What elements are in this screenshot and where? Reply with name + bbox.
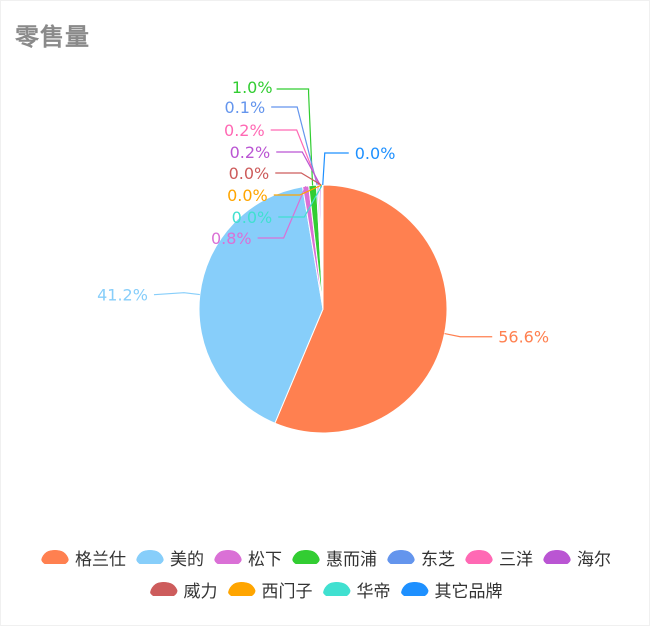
pie-slice-0[interactable] [274, 184, 448, 434]
legend-item-3[interactable]: 惠而浦 [292, 545, 377, 570]
legend-label: 美的 [170, 549, 204, 570]
legend-item-6[interactable]: 海尔 [543, 545, 611, 570]
leader-line-10 [322, 152, 349, 186]
data-label-8: 0.0% [227, 186, 268, 205]
leader-line-0 [444, 332, 493, 338]
legend-swatch-icon [136, 550, 164, 564]
data-label-10: 0.0% [355, 144, 396, 163]
legend-item-9[interactable]: 华帝 [322, 577, 391, 602]
legend-label: 西门子 [261, 581, 313, 602]
legend-item-7[interactable]: 威力 [149, 577, 218, 602]
legend-item-2[interactable]: 松下 [214, 545, 282, 570]
leader-line-9 [278, 184, 323, 218]
legend-swatch-icon [292, 550, 320, 564]
legend-swatch-icon [543, 550, 571, 564]
legend-swatch-icon [322, 582, 351, 596]
data-label-5: 0.2% [224, 121, 265, 140]
legend-item-10[interactable]: 其它品牌 [400, 577, 503, 602]
legend-swatch-icon [465, 550, 493, 564]
data-label-9: 0.0% [232, 208, 273, 227]
legend-swatch-icon [227, 582, 256, 596]
data-label-7: 0.0% [229, 164, 270, 183]
data-label-6: 0.2% [230, 143, 271, 162]
legend-item-1[interactable]: 美的 [136, 545, 204, 570]
legend-item-4[interactable]: 东芝 [387, 545, 455, 570]
legend-label: 海尔 [577, 549, 611, 570]
pie-chart: 56.6% 41.2% 0.8% 1.0%0.1% 0.2% 0.2% 0.0% 0.0% 0.… [97, 78, 549, 434]
leader-line-3 [276, 88, 314, 186]
leader-line-2 [257, 185, 307, 239]
data-label-4: 0.1% [225, 98, 266, 117]
legend-item-5[interactable]: 三洋 [465, 545, 533, 570]
legend-item-8[interactable]: 西门子 [227, 577, 313, 602]
leader-line-5 [270, 129, 320, 186]
data-label-2: 0.8% [211, 229, 252, 248]
leader-line-4 [271, 106, 318, 186]
legend-label: 东芝 [421, 549, 455, 570]
legend-swatch-icon [41, 550, 69, 564]
leader-line-8 [273, 184, 323, 196]
pie-slice-1[interactable] [198, 186, 324, 424]
data-label-3: 1.0% [232, 78, 273, 97]
legend-row: 威力 西门子 华帝 其它品牌 [1, 573, 650, 605]
legend-label: 三洋 [499, 549, 533, 570]
data-label-0: 56.6% [498, 328, 549, 347]
legend: 格兰仕 美的 松下 惠而浦 东芝 三洋 海尔 威力 西门子 华帝 其它品牌 [1, 541, 650, 605]
legend-swatch-icon [149, 582, 178, 596]
legend-label: 威力 [183, 581, 218, 602]
legend-label: 惠而浦 [326, 549, 377, 570]
leader-line-1 [153, 292, 200, 296]
legend-label: 华帝 [356, 581, 391, 602]
chart-title: 零售量 [15, 23, 90, 51]
legend-swatch-icon [387, 550, 415, 564]
legend-item-0[interactable]: 格兰仕 [41, 545, 126, 570]
legend-label: 松下 [248, 549, 282, 570]
leader-line-6 [276, 151, 321, 186]
data-label-1: 41.2% [97, 286, 148, 305]
legend-swatch-icon [214, 550, 242, 564]
leader-line-7 [275, 172, 322, 186]
legend-swatch-icon [400, 582, 429, 596]
legend-label: 格兰仕 [75, 549, 126, 570]
legend-row: 格兰仕 美的 松下 惠而浦 东芝 三洋 海尔 [1, 541, 650, 573]
legend-label: 其它品牌 [434, 581, 503, 602]
